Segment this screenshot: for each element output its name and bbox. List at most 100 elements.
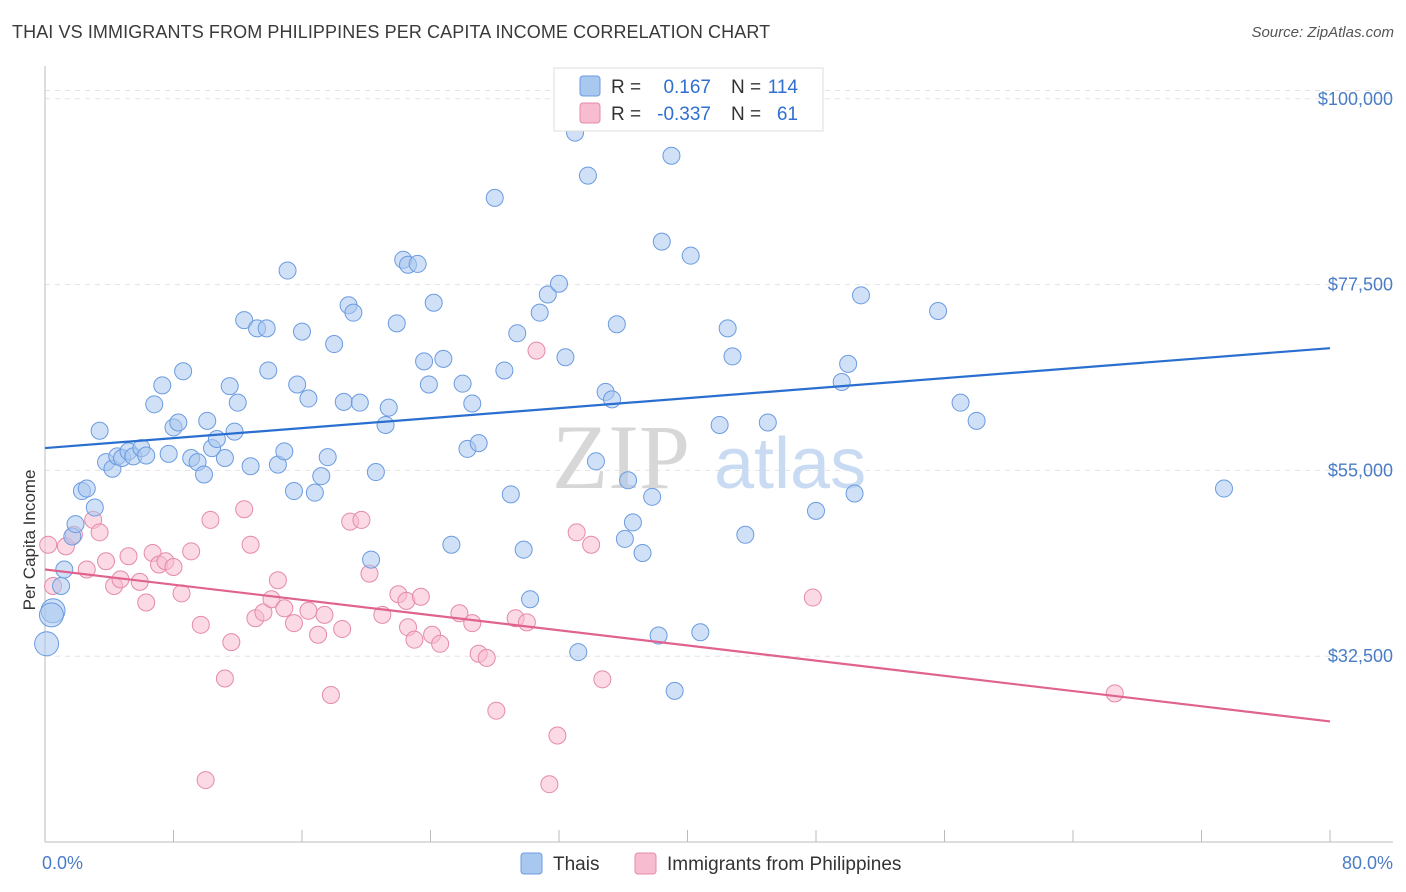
thais-point-74 xyxy=(508,324,527,343)
thais-point-111 xyxy=(967,411,986,430)
thais-point-64 xyxy=(424,293,443,312)
thais-point-58 xyxy=(387,314,406,333)
philippines-point-51 xyxy=(487,701,506,720)
legend-r-value-1: 0.167 xyxy=(663,77,711,98)
philippines-point-20 xyxy=(201,510,220,529)
thais-point-102 xyxy=(736,525,755,544)
philippines-point-35 xyxy=(333,619,352,638)
thais-point-65 xyxy=(434,349,453,368)
thais-point-94 xyxy=(652,232,671,251)
philippines-point-23 xyxy=(235,500,254,519)
y-tick-label-0: $32,500 xyxy=(1328,646,1393,666)
thais-point-2 xyxy=(52,577,71,595)
thais-point-43 xyxy=(288,375,307,394)
thais-point-38 xyxy=(259,361,278,380)
philippines-trend-line xyxy=(44,568,1331,723)
thais-point-70 xyxy=(469,434,488,453)
thais-point-19 xyxy=(153,376,172,395)
thais-point-5 xyxy=(66,515,85,534)
thais-point-80 xyxy=(556,348,575,367)
source-label: Source: ZipAtlas.com xyxy=(1251,24,1394,41)
philippines-point-58 xyxy=(582,535,601,554)
thais-point-87 xyxy=(607,315,626,334)
philippines-point-0 xyxy=(39,535,58,554)
thais-point-41 xyxy=(278,261,297,280)
philippines-point-32 xyxy=(309,625,328,644)
philippines-point-59 xyxy=(593,670,612,689)
philippines-point-7 xyxy=(97,552,116,571)
thais-point-30 xyxy=(215,449,234,467)
thais-point-66 xyxy=(442,535,461,554)
thais-point-89 xyxy=(619,471,638,490)
thais-point-52 xyxy=(344,303,363,322)
thais-point-97 xyxy=(681,246,700,265)
philippines-point-43 xyxy=(405,630,424,649)
thais-point-91 xyxy=(633,543,652,562)
thais-point-71 xyxy=(485,188,504,207)
series-legend: Thais Immigrants from Philippines xyxy=(520,852,901,875)
philippines-point-44 xyxy=(411,587,430,606)
thais-point-7 xyxy=(77,479,96,498)
thais-point-45 xyxy=(299,389,318,408)
thais-point-69 xyxy=(463,394,482,413)
thais-point-56 xyxy=(376,415,395,434)
y-axis-label: Per Capita Income xyxy=(20,470,39,611)
thais-point-109 xyxy=(929,302,948,321)
legend-philippines-label: Immigrants from Philippines xyxy=(667,854,901,875)
philippines-point-21 xyxy=(215,669,234,688)
thais-point-44 xyxy=(293,322,311,341)
thais-point-84 xyxy=(586,452,605,471)
correlation-legend: R = 0.167 N = 114 R = -0.337 N = 61 xyxy=(553,67,824,132)
legend-blue-swatch xyxy=(579,75,601,97)
philippines-point-62 xyxy=(196,771,215,790)
watermark-zip: ZIP xyxy=(552,406,690,508)
thais-point-107 xyxy=(845,484,864,503)
thais-point-103 xyxy=(758,413,777,432)
thais-point-76 xyxy=(521,590,540,609)
thais-point-112 xyxy=(1214,479,1233,498)
thais-point-100 xyxy=(718,319,737,338)
thais-point-32 xyxy=(225,422,244,441)
philippines-point-48 xyxy=(463,614,482,633)
thais-point-67 xyxy=(453,374,472,393)
philippines-point-50 xyxy=(477,648,496,667)
thais-point-62 xyxy=(415,352,434,371)
thais-point-106 xyxy=(839,354,858,373)
philippines-point-19 xyxy=(191,615,210,634)
chart-title: THAI VS IMMIGRANTS FROM PHILIPPINES PER … xyxy=(12,22,771,42)
axes xyxy=(44,66,1393,843)
philippines-point-29 xyxy=(275,599,294,618)
legend-r-value-2: -0.337 xyxy=(657,104,711,125)
thais-point-90 xyxy=(623,513,642,532)
y-tick-label-3: $100,000 xyxy=(1318,89,1393,109)
thais-point-72 xyxy=(495,361,514,380)
thais-point-9 xyxy=(90,421,109,440)
thais-point-110 xyxy=(951,393,970,412)
thais-point-55 xyxy=(366,463,385,482)
thais-point-88 xyxy=(615,529,634,548)
legend-pink-swatch xyxy=(579,102,601,124)
thais-point-77 xyxy=(530,303,549,322)
thais-point-46 xyxy=(305,483,324,502)
thais-point-53 xyxy=(350,393,369,412)
thais-point-35 xyxy=(241,457,260,476)
thais-point-113 xyxy=(38,602,64,628)
thais-point-101 xyxy=(723,347,742,366)
thais-point-96 xyxy=(665,681,684,700)
thais-point-27 xyxy=(198,411,217,430)
thais-point-108 xyxy=(851,286,870,305)
thais-point-54 xyxy=(362,550,381,569)
philippines-point-18 xyxy=(182,542,201,561)
legend-r-label-1: R = xyxy=(611,77,641,98)
thais-point-8 xyxy=(85,498,104,517)
philippines-point-54 xyxy=(527,341,546,360)
legend-n-label-1: N = xyxy=(731,77,761,98)
thais-point-18 xyxy=(145,395,164,414)
philippines-point-33 xyxy=(315,605,334,624)
thais-point-22 xyxy=(169,413,188,432)
thais-point-20 xyxy=(159,444,178,463)
thais-point-23 xyxy=(174,362,193,381)
philippines-point-34 xyxy=(321,686,340,705)
philippines-point-53 xyxy=(517,613,536,632)
